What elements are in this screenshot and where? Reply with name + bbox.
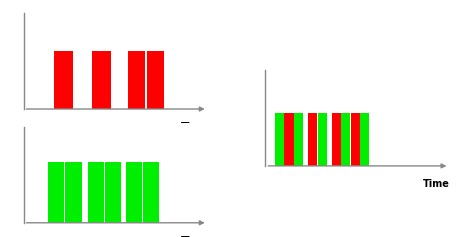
Bar (147, 51, 164, 109)
Bar (128, 51, 145, 109)
Bar (92, 51, 111, 109)
Bar (54, 51, 73, 109)
Bar (308, 113, 317, 166)
Bar (48, 162, 64, 223)
Bar (143, 162, 159, 223)
Bar (360, 113, 369, 166)
Text: Time: Time (422, 179, 449, 189)
Bar (284, 113, 293, 166)
Bar (332, 113, 341, 166)
Bar (275, 113, 284, 166)
Bar (105, 162, 121, 223)
Bar (341, 113, 350, 166)
Bar (318, 113, 327, 166)
Bar (351, 113, 360, 166)
Text: Time: Time (181, 122, 208, 132)
Bar (65, 162, 82, 223)
Bar (126, 162, 142, 223)
Bar (294, 113, 303, 166)
Text: Time: Time (181, 236, 208, 237)
Bar (88, 162, 104, 223)
